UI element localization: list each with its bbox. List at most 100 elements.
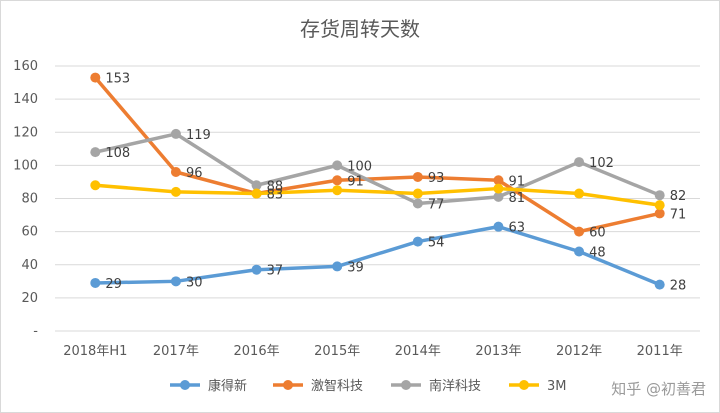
data-point — [332, 261, 343, 272]
data-point — [251, 264, 262, 275]
legend-label: 南洋科技 — [429, 378, 481, 394]
data-point — [90, 147, 101, 158]
data-label: 54 — [428, 236, 445, 251]
series-lines — [90, 72, 665, 290]
legend-item-1: 激智科技 — [273, 379, 363, 394]
chart-title: 存货周转天数 — [300, 17, 420, 41]
data-label: 119 — [186, 128, 211, 143]
data-point — [654, 190, 665, 201]
data-label: 91 — [347, 174, 364, 189]
data-label: 153 — [105, 72, 130, 87]
legend-item-3: 3M — [509, 379, 567, 394]
data-label: 39 — [347, 260, 364, 275]
data-label: 83 — [267, 188, 284, 203]
axes: - 20 40 60 80 100 120 140 160 2018年H1 2017年 2016年 20… — [13, 59, 683, 359]
data-label: 82 — [670, 189, 687, 204]
data-label: 96 — [186, 166, 203, 181]
data-point — [412, 171, 423, 182]
data-point — [332, 185, 343, 196]
series-line — [93, 132, 662, 206]
data-point — [574, 226, 585, 237]
data-point — [90, 180, 101, 191]
data-point — [493, 191, 504, 202]
x-tick-label: 2014年 — [395, 344, 441, 359]
legend-label: 3M — [547, 379, 567, 394]
data-label: 48 — [589, 246, 606, 261]
data-point — [574, 188, 585, 199]
data-point — [654, 208, 665, 219]
data-point — [90, 72, 101, 83]
y-tick-label: 60 — [21, 225, 38, 240]
x-tick-label: 2013年 — [475, 344, 521, 359]
data-point — [574, 157, 585, 168]
data-label: 71 — [670, 207, 687, 222]
data-label: 81 — [508, 191, 525, 206]
series-0 — [90, 221, 665, 290]
data-point — [170, 276, 181, 287]
data-point — [170, 167, 181, 177]
y-tick-label: 120 — [13, 125, 38, 140]
legend-item-0: 康得新 — [170, 378, 247, 394]
data-point — [654, 279, 665, 290]
legend: 康得新 激智科技 南洋科技 3M — [170, 378, 567, 394]
y-tick-label: - — [33, 324, 38, 339]
data-point — [412, 198, 423, 209]
data-point — [251, 188, 262, 199]
data-label: 37 — [267, 264, 284, 279]
data-point — [332, 160, 343, 171]
legend-swatch-marker — [180, 380, 190, 390]
data-label: 60 — [589, 226, 606, 241]
y-tick-label: 40 — [21, 258, 38, 273]
x-tick-label: 2016年 — [234, 344, 280, 359]
data-point — [493, 175, 504, 186]
data-point — [170, 186, 181, 197]
series-3 — [90, 180, 665, 211]
series-line — [93, 183, 662, 207]
x-tick-label: 2011年 — [637, 344, 683, 359]
legend-label: 激智科技 — [311, 379, 363, 394]
y-tick-label: 160 — [13, 59, 38, 74]
series-line — [93, 224, 662, 287]
x-tick-label: 2018年H1 — [63, 344, 127, 359]
data-label: 30 — [186, 275, 203, 290]
data-label: 102 — [589, 156, 614, 171]
y-tick-label: 80 — [21, 192, 38, 207]
series-2 — [90, 128, 665, 209]
data-label: 100 — [347, 159, 372, 174]
data-label: 63 — [508, 221, 525, 236]
data-label: 77 — [428, 197, 445, 212]
series-line — [93, 75, 662, 234]
data-point — [493, 183, 504, 194]
x-tick-label: 2017年 — [153, 344, 199, 359]
legend-label: 康得新 — [208, 378, 247, 394]
data-point — [412, 188, 423, 199]
x-tick-label: 2015年 — [314, 344, 360, 359]
data-point — [251, 180, 262, 191]
x-tick-label: 2012年 — [556, 344, 602, 359]
data-point — [332, 175, 343, 186]
data-point — [654, 200, 665, 211]
gridlines — [55, 65, 700, 332]
data-point — [170, 128, 181, 139]
data-label: 28 — [670, 279, 687, 294]
data-point — [574, 246, 585, 257]
data-labels: 29 30 37 39 54 63 48 28 153 96 83 91 93 91 60 71 108 119 8… — [105, 72, 686, 294]
y-tick-label: 140 — [13, 92, 38, 107]
data-label: 91 — [508, 174, 525, 189]
data-point — [493, 221, 504, 232]
data-label: 29 — [105, 277, 122, 292]
y-tick-label: 20 — [21, 291, 38, 306]
data-point — [412, 236, 423, 247]
data-label: 93 — [428, 171, 445, 186]
watermark: 知乎 @初善君 — [611, 380, 706, 398]
legend-swatch-marker — [401, 380, 411, 390]
legend-swatch-marker — [283, 380, 293, 390]
legend-item-2: 南洋科技 — [391, 378, 481, 394]
data-point — [90, 277, 101, 288]
legend-swatch-marker — [519, 380, 529, 390]
data-label: 108 — [105, 146, 130, 161]
y-tick-label: 100 — [13, 158, 38, 173]
data-label: 88 — [267, 179, 284, 194]
